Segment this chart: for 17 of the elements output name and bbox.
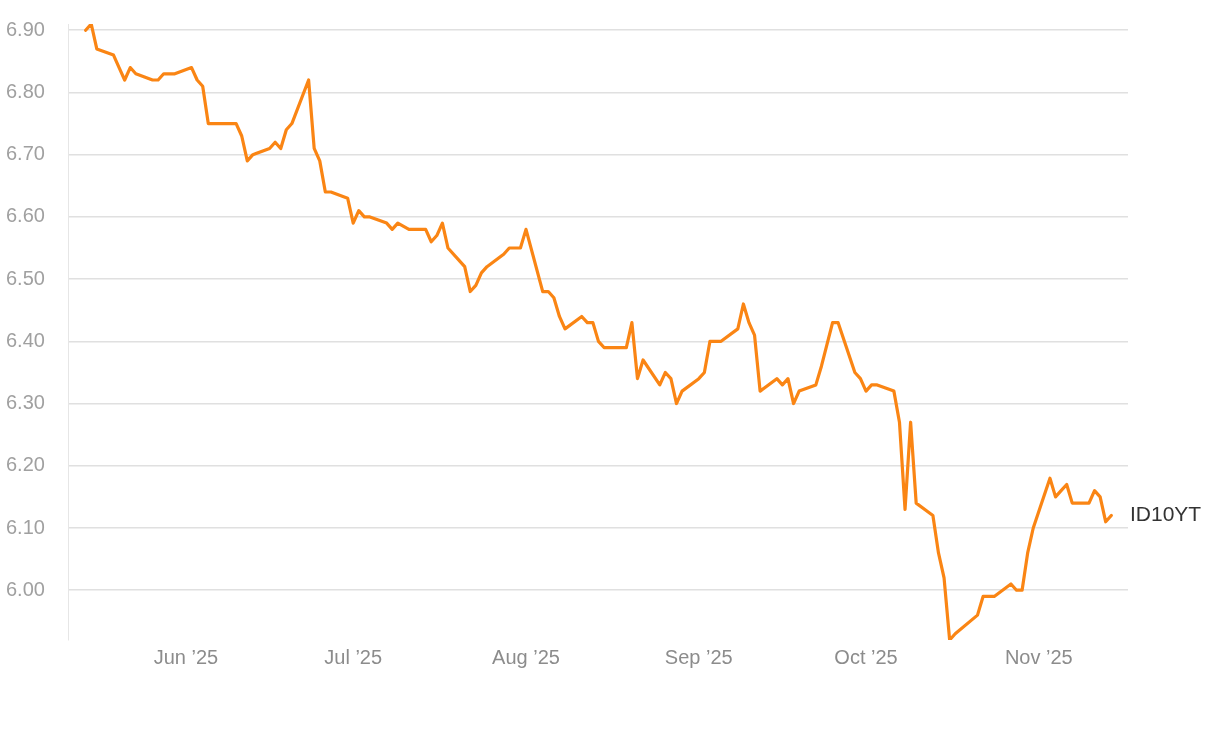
x-tick-label: Aug ’25	[492, 645, 560, 668]
y-tick-label: 6.10	[6, 515, 45, 538]
y-tick-label: 6.80	[6, 79, 45, 102]
x-tick-label: Sep ’25	[664, 645, 733, 668]
x-tick-label: Oct ’25	[834, 645, 898, 668]
x-tick-label: Jun ’25	[153, 645, 219, 668]
series-label: ID10YT	[1130, 502, 1202, 526]
y-tick-label: 6.40	[6, 328, 45, 351]
y-tick-label: 6.20	[6, 453, 45, 476]
y-tick-label: 6.00	[6, 577, 45, 600]
y-tick-label: 6.70	[6, 142, 45, 165]
x-tick-label: Nov ’25	[1004, 645, 1073, 668]
x-tick-label: Jul ’25	[324, 645, 383, 668]
y-tick-label: 6.90	[6, 17, 45, 40]
y-tick-label: 6.60	[6, 204, 45, 227]
y-tick-label: 6.30	[6, 391, 45, 414]
y-tick-label: 6.50	[6, 266, 45, 289]
